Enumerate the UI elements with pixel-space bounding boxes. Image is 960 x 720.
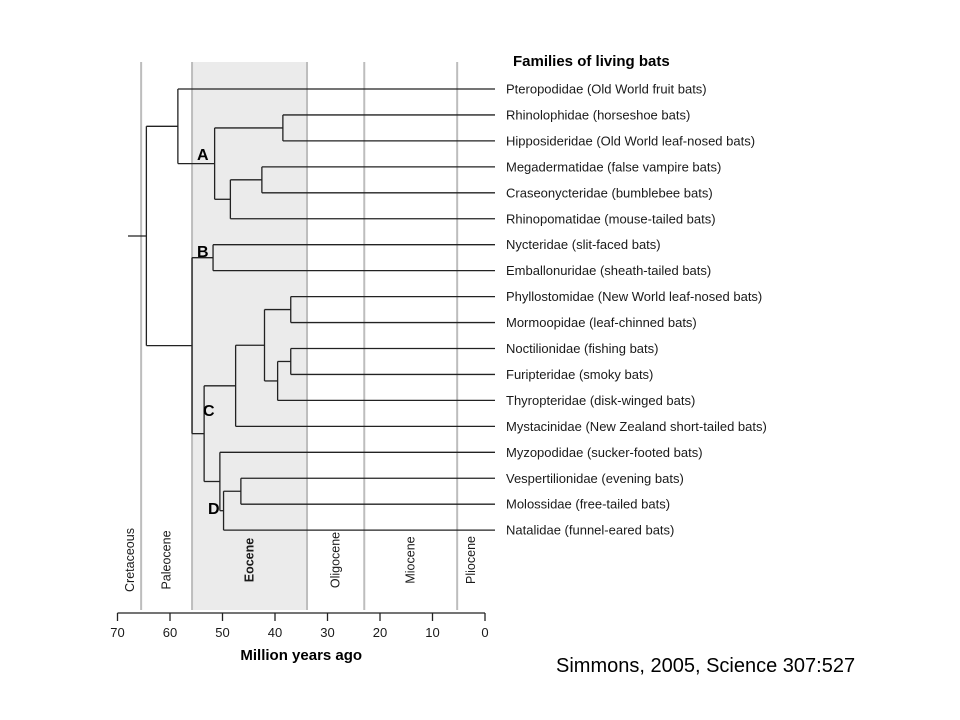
axis-tick-label: 70 <box>110 625 124 640</box>
epoch-label-paleocene: Paleocene <box>160 530 174 589</box>
clade-labels: A B C D <box>197 147 220 518</box>
tree-branches <box>128 88 495 531</box>
axis-title: Million years ago <box>240 647 362 664</box>
eocene-shaded-band <box>192 62 308 610</box>
epoch-label-miocene: Miocene <box>404 536 418 583</box>
clade-label-a: A <box>197 147 209 164</box>
axis-tick-label: 20 <box>373 625 387 640</box>
taxon-label: Furipteridae (smoky bats) <box>506 367 653 382</box>
taxon-label: Hipposideridae (Old World leaf-nosed bat… <box>506 133 755 148</box>
taxon-label: Craseonycteridae (bumblebee bats) <box>506 185 713 200</box>
taxon-labels: Pteropodidae (Old World fruit bats) Rhino… <box>506 82 767 538</box>
clade-label-b: B <box>197 244 209 261</box>
epoch-label-pliocene: Pliocene <box>464 536 478 584</box>
axis-tick-label: 0 <box>481 625 488 640</box>
diagram-title: Families of living bats <box>513 53 670 70</box>
axis-tick-label: 50 <box>215 625 229 640</box>
epoch-boundaries <box>140 62 459 610</box>
epoch-label-eocene: Eocene <box>243 538 257 583</box>
clade-label-c: C <box>203 403 215 420</box>
taxon-label: Nycteridae (slit-faced bats) <box>506 237 661 252</box>
taxon-label: Megadermatidae (false vampire bats) <box>506 159 721 174</box>
taxon-label: Rhinopomatidae (mouse-tailed bats) <box>506 211 716 226</box>
clade-label-d: D <box>208 501 220 518</box>
epoch-label-cretaceous: Cretaceous <box>123 528 137 592</box>
axis-tick-label: 10 <box>425 625 439 640</box>
taxon-label: Noctilionidae (fishing bats) <box>506 341 658 356</box>
taxon-label: Thyropteridae (disk-winged bats) <box>506 393 695 408</box>
taxon-label: Emballonuridae (sheath-tailed bats) <box>506 263 711 278</box>
taxon-label: Myzopodidae (sucker-footed bats) <box>506 445 703 460</box>
time-axis: 70 60 50 40 30 20 10 0 <box>110 612 489 640</box>
taxon-label: Molossidae (free-tailed bats) <box>506 497 670 512</box>
taxon-label: Pteropodidae (Old World fruit bats) <box>506 82 707 97</box>
axis-tick-label: 60 <box>163 625 177 640</box>
epoch-label-oligocene: Oligocene <box>329 532 343 588</box>
taxon-label: Natalidae (funnel-eared bats) <box>506 523 674 538</box>
citation: Simmons, 2005, Science 307:527 <box>556 655 856 677</box>
taxon-label: Rhinolophidae (horseshoe bats) <box>506 107 690 122</box>
taxon-label: Mystacinidae (New Zealand short-tailed b… <box>506 419 767 434</box>
epoch-labels: Cretaceous Paleocene Eocene Oligocene Miocen… <box>123 528 478 592</box>
axis-tick-label: 40 <box>268 625 282 640</box>
taxon-label: Phyllostomidae (New World leaf-nosed bat… <box>506 289 762 304</box>
taxon-label: Vespertilionidae (evening bats) <box>506 471 684 486</box>
axis-tick-label: 30 <box>320 625 334 640</box>
taxon-label: Mormoopidae (leaf-chinned bats) <box>506 315 697 330</box>
